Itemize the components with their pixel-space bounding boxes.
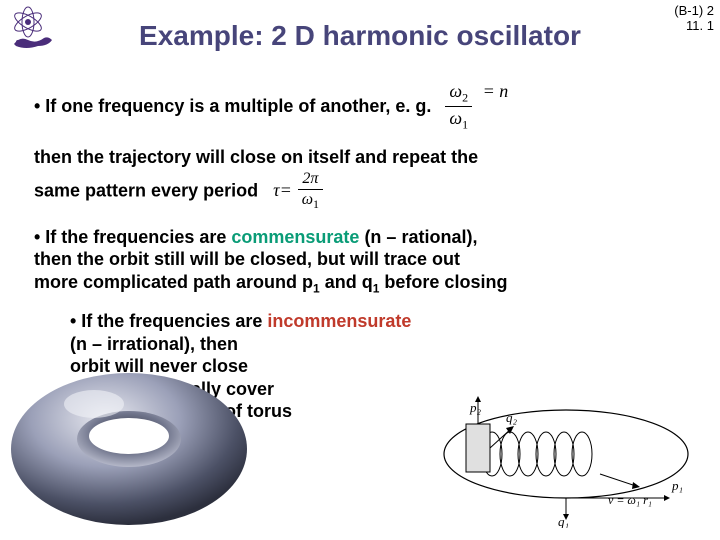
logo-atom-lizard xyxy=(8,6,56,54)
eq1-num: ω xyxy=(449,81,462,101)
b4-line2: (n – irrational), then xyxy=(70,334,238,354)
label-q2: q₂ xyxy=(506,410,518,425)
label-p2: p₂ xyxy=(469,400,482,415)
page-title: Example: 2 D harmonic oscillator xyxy=(34,20,686,52)
b3-term-commensurate: commensurate xyxy=(231,227,359,247)
b3-pre: • If the frequencies are xyxy=(34,227,231,247)
eq2-den: ω xyxy=(302,191,313,208)
b3-post: (n – rational), xyxy=(359,227,477,247)
eq1-den-sub: 1 xyxy=(462,117,468,131)
label-nu: ν = ω₁ r₁ xyxy=(608,493,652,507)
label-p1: p₁ xyxy=(671,478,683,493)
b3-line3a: more complicated path around p xyxy=(34,272,313,292)
bullet-3: • If the frequencies are commensurate (n… xyxy=(34,226,686,297)
eq1-num-sub: 2 xyxy=(462,91,468,105)
eq2-eq: = xyxy=(280,179,292,202)
b4-pre: • If the frequencies are xyxy=(70,311,267,331)
eq2-num: 2π xyxy=(298,169,322,189)
paragraph-2: then the trajectory will close on itself… xyxy=(34,146,686,212)
eq2-den-sub: 1 xyxy=(313,197,319,211)
p2-line1: then the trajectory will close on itself… xyxy=(34,147,478,167)
slide-number: (B-1) 2 11. 1 xyxy=(674,4,714,34)
coil-diagram: p₂ q₂ p₁ q₁ ν = ω₁ r₁ xyxy=(436,388,696,528)
b4-term-incommensurate: incommensurate xyxy=(267,311,411,331)
torus-image xyxy=(4,354,254,532)
p2-line2: same pattern every period xyxy=(34,180,258,200)
label-q1: q₁ xyxy=(558,514,569,528)
bullet-1: • If one frequency is a multiple of anot… xyxy=(34,80,686,132)
equation-tau: τ = 2π ω1 xyxy=(273,169,329,212)
bullet-1-text: • If one frequency is a multiple of anot… xyxy=(34,95,431,118)
eq1-equals: = xyxy=(483,81,500,101)
eq1-rhs: n xyxy=(499,81,508,101)
b3-line3c: before closing xyxy=(379,272,507,292)
equation-ratio: ω2 ω1 = n xyxy=(439,80,508,132)
b3-line2: then the orbit still will be closed, but… xyxy=(34,249,460,269)
top-right-1: (B-1) 2 xyxy=(674,3,714,18)
top-right-2: 11. 1 xyxy=(686,18,714,33)
eq1-den: ω xyxy=(449,108,462,128)
b3-line3b: and q xyxy=(320,272,373,292)
